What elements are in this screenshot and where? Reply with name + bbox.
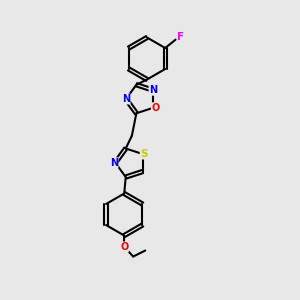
Text: N: N <box>122 94 130 104</box>
Text: N: N <box>110 158 118 168</box>
Text: F: F <box>177 32 184 43</box>
Text: S: S <box>140 149 148 159</box>
Text: O: O <box>152 103 160 113</box>
Text: O: O <box>120 242 128 252</box>
Text: N: N <box>149 85 157 95</box>
